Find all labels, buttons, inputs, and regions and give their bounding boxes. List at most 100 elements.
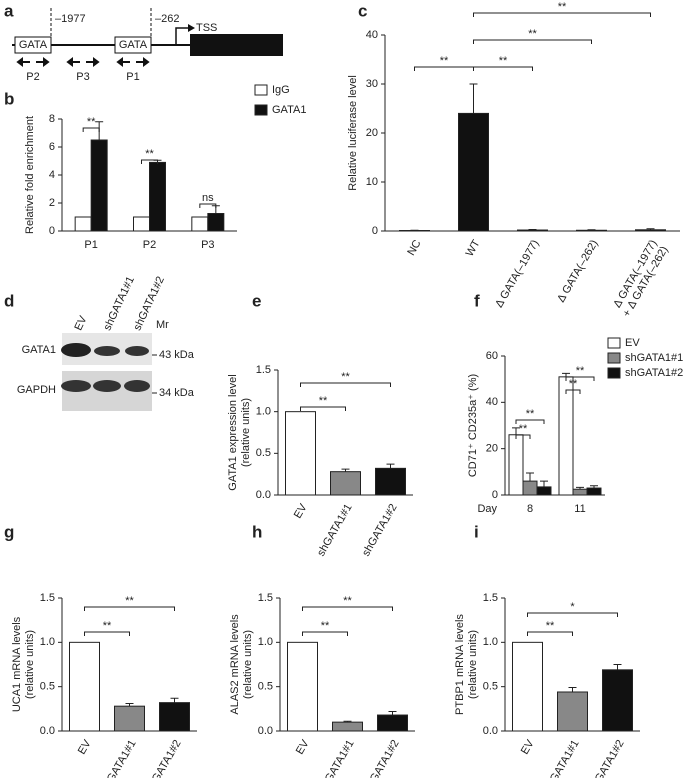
significance-bracket — [302, 631, 348, 636]
y-tick-label: 0.5 — [258, 681, 273, 693]
significance-label: ** — [576, 365, 585, 377]
x-tick-label: EV — [294, 737, 312, 756]
y-tick-label: 0.5 — [40, 681, 55, 693]
significance-label: ** — [343, 595, 352, 607]
y-tick-label: 0.0 — [256, 489, 271, 501]
error-bar — [540, 480, 548, 487]
error-bar — [469, 83, 478, 114]
y-tick-label: 1.0 — [256, 406, 271, 418]
significance-label: ** — [319, 395, 328, 407]
y-axis-label: UCA1 mRNA levels — [11, 616, 23, 712]
y-tick-label: 0.0 — [258, 725, 273, 737]
panel-label: g — [4, 522, 14, 541]
marker-label: 43 kDa — [159, 349, 195, 361]
bar — [512, 641, 543, 732]
error-bar — [646, 228, 655, 230]
x-tick-label: P3 — [201, 239, 214, 251]
x-tick-label: shGATA1#1 — [317, 738, 357, 778]
bar — [149, 161, 166, 232]
band — [94, 346, 120, 356]
significance-label: ** — [145, 148, 154, 160]
y-tick-label: 1.0 — [483, 636, 498, 648]
y-tick-label: 1.5 — [483, 592, 498, 604]
error-bar — [343, 720, 352, 723]
primer-label: P1 — [126, 71, 139, 83]
error-bar — [388, 710, 397, 716]
bar — [69, 641, 100, 732]
y-tick-label: 0.0 — [40, 725, 55, 737]
y-tick-label: 4 — [49, 169, 55, 181]
x-tick-label: shGATA1#1 — [542, 738, 582, 778]
legend-swatch — [607, 367, 621, 379]
x-tick-label: WT — [464, 238, 483, 259]
bar — [536, 486, 552, 496]
x-tick-label: EV — [519, 737, 537, 756]
bar — [557, 691, 588, 732]
bar — [114, 705, 145, 732]
panel-label: d — [4, 291, 14, 310]
legend-swatch — [607, 352, 621, 364]
legend-label: IgG — [272, 84, 290, 96]
x-tick-label: Δ GATA(–1977) — [493, 238, 541, 310]
bar — [576, 229, 607, 232]
y-axis-label: CD71⁺ CD235a⁺ (%) — [467, 374, 479, 477]
bar — [285, 411, 316, 496]
significance-label: ** — [569, 378, 578, 390]
y-tick-label: 40 — [486, 396, 498, 408]
x-tick-label: shGATA1#2 — [587, 738, 627, 778]
gene-box — [190, 34, 283, 56]
significance-bracket — [199, 203, 217, 208]
y-tick-label: 30 — [366, 78, 378, 90]
legend-swatch — [254, 84, 268, 96]
western-blot: EV shGATA1#1 shGATA1#2 Mr GATA1 GAPDH 43… — [17, 275, 195, 411]
y-axis-label: Relative fold enrichment — [24, 116, 36, 234]
y-tick-label: 0.5 — [483, 681, 498, 693]
significance-label: ** — [440, 55, 449, 67]
significance-label: ** — [546, 620, 555, 632]
error-bar — [341, 468, 350, 472]
significance-label: ** — [341, 371, 350, 383]
panel-label: h — [252, 522, 262, 541]
y-tick-label: 1.0 — [258, 636, 273, 648]
bar — [635, 229, 666, 232]
tss-arrow — [175, 27, 190, 45]
significance-bracket — [515, 419, 545, 424]
error-bar — [576, 486, 584, 490]
primer-label: P2 — [26, 71, 39, 83]
significance-bracket — [84, 606, 175, 611]
y-axis-label: PTBP1 mRNA levels — [454, 614, 466, 715]
x-tick-label: P1 — [84, 239, 97, 251]
bar — [159, 702, 190, 732]
x-axis-label: Day — [477, 503, 497, 515]
y-tick-label: 40 — [366, 29, 378, 41]
primer-arrows — [16, 57, 150, 67]
promoter-diagram: GATA GATA –1977 –262 TSS P2 P3 P1 — [12, 8, 283, 83]
bar — [207, 213, 225, 232]
bar — [458, 112, 489, 232]
x-tick-label: EV — [292, 501, 310, 520]
x-tick-label: 8 — [527, 503, 533, 515]
significance-bracket — [82, 127, 100, 132]
y-tick-label: 0 — [372, 225, 378, 237]
significance-label: ** — [321, 620, 330, 632]
x-tick-label: shGATA1#2 — [360, 502, 400, 558]
significance-label: * — [570, 601, 575, 613]
y-tick-label: 0.0 — [483, 725, 498, 737]
bar — [330, 471, 361, 496]
bar — [90, 139, 108, 232]
y-tick-label: 0.5 — [256, 447, 271, 459]
y-tick-label: 0 — [49, 225, 55, 237]
panel-label: a — [4, 1, 14, 20]
bar — [74, 216, 92, 232]
marker-label: 34 kDa — [159, 387, 195, 399]
error-bar — [562, 372, 570, 377]
significance-bracket — [473, 66, 533, 71]
bar — [287, 641, 318, 732]
row-label: GATA1 — [22, 344, 56, 356]
x-tick-label: Δ GATA(–1977)+ Δ GATA(–262) — [610, 238, 671, 319]
significance-bracket — [565, 376, 595, 381]
legend-label: EV — [625, 337, 640, 349]
x-tick-label: NC — [405, 238, 423, 258]
panel-label: f — [474, 291, 480, 310]
significance-label: ns — [202, 192, 214, 204]
